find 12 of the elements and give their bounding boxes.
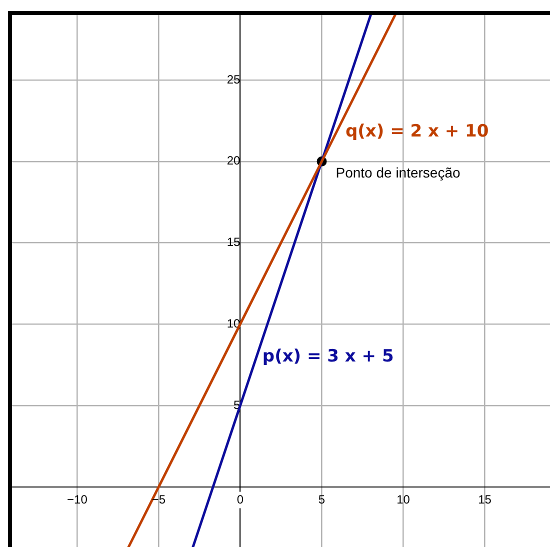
y-tick-label: 20 [226, 154, 241, 168]
y-tick-label: 15 [226, 235, 241, 250]
annotation: Ponto de interseção [336, 164, 460, 180]
series-label: p(x) = 3 x + 5 [262, 346, 394, 366]
x-tick-label: −5 [152, 492, 166, 506]
x-tick-label: 10 [396, 492, 410, 506]
x-tick-label: 5 [318, 492, 326, 506]
x-tick-label: −10 [67, 492, 88, 506]
y-tick-label: 25 [226, 72, 241, 86]
x-tick-label: 15 [478, 492, 492, 506]
series-label: q(x) = 2 x + 10 [345, 121, 489, 142]
x-tick-label: 0 [236, 492, 244, 506]
